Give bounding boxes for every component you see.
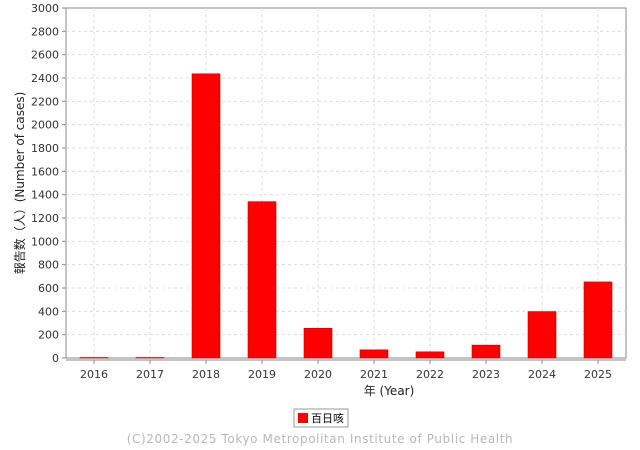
bar-2024 bbox=[527, 311, 557, 359]
legend-label: 百日咳 bbox=[311, 411, 344, 425]
copyright-notice: (C)2002-2025 Tokyo Metropolitan Institut… bbox=[127, 432, 514, 446]
y-tick-label: 2200 bbox=[31, 95, 59, 108]
y-tick-label: 2400 bbox=[31, 72, 59, 85]
y-tick-label: 400 bbox=[38, 305, 59, 318]
bar-2019 bbox=[247, 201, 277, 359]
y-tick-label: 2800 bbox=[31, 25, 59, 38]
bar-2018 bbox=[191, 73, 221, 359]
x-axis-title: 年 (Year) bbox=[364, 384, 415, 398]
legend: 百日咳 bbox=[293, 408, 349, 428]
y-tick-label: 2000 bbox=[31, 119, 59, 132]
x-tick-label: 2018 bbox=[192, 368, 220, 381]
bars bbox=[79, 73, 613, 359]
y-tick-label: 800 bbox=[38, 259, 59, 272]
y-tick-label: 1800 bbox=[31, 142, 59, 155]
y-tick-label: 600 bbox=[38, 282, 59, 295]
x-tick-label: 2022 bbox=[416, 368, 444, 381]
x-tick-label: 2016 bbox=[80, 368, 108, 381]
y-tick-label: 1600 bbox=[31, 165, 59, 178]
y-tick-label: 200 bbox=[38, 329, 59, 342]
x-tick-labels: 2016 2017 2018 2019 2020 2021 2022 2023 2024 2025 bbox=[80, 368, 612, 381]
y-tick-label: 3000 bbox=[31, 2, 59, 15]
x-tick-label: 2019 bbox=[248, 368, 276, 381]
axes bbox=[62, 7, 626, 364]
x-tick-label: 2025 bbox=[584, 368, 612, 381]
y-axis-title: 報告数（人）(Number of cases) bbox=[12, 92, 27, 275]
bar-2022 bbox=[415, 351, 445, 359]
x-tick-label: 2017 bbox=[136, 368, 164, 381]
y-tick-label: 1400 bbox=[31, 189, 59, 202]
bar-2020 bbox=[303, 327, 333, 359]
plot-area bbox=[65, 7, 627, 359]
bar-2016 bbox=[79, 357, 109, 359]
y-tick-labels: 0 200 400 600 800 1000 1200 1400 1600 1800 2000 220… bbox=[31, 2, 59, 365]
bar-2021 bbox=[359, 349, 389, 359]
x-tick-label: 2020 bbox=[304, 368, 332, 381]
legend-swatch bbox=[298, 413, 308, 423]
y-tick-label: 2600 bbox=[31, 49, 59, 62]
y-tick-label: 0 bbox=[52, 352, 59, 365]
x-tick-label: 2023 bbox=[472, 368, 500, 381]
y-tick-label: 1200 bbox=[31, 212, 59, 225]
x-tick-label: 2024 bbox=[528, 368, 556, 381]
bar-2023 bbox=[471, 344, 501, 359]
x-tick-label: 2021 bbox=[360, 368, 388, 381]
bar-2025 bbox=[583, 281, 613, 359]
y-tick-label: 1000 bbox=[31, 235, 59, 248]
bar-2017 bbox=[135, 357, 165, 359]
